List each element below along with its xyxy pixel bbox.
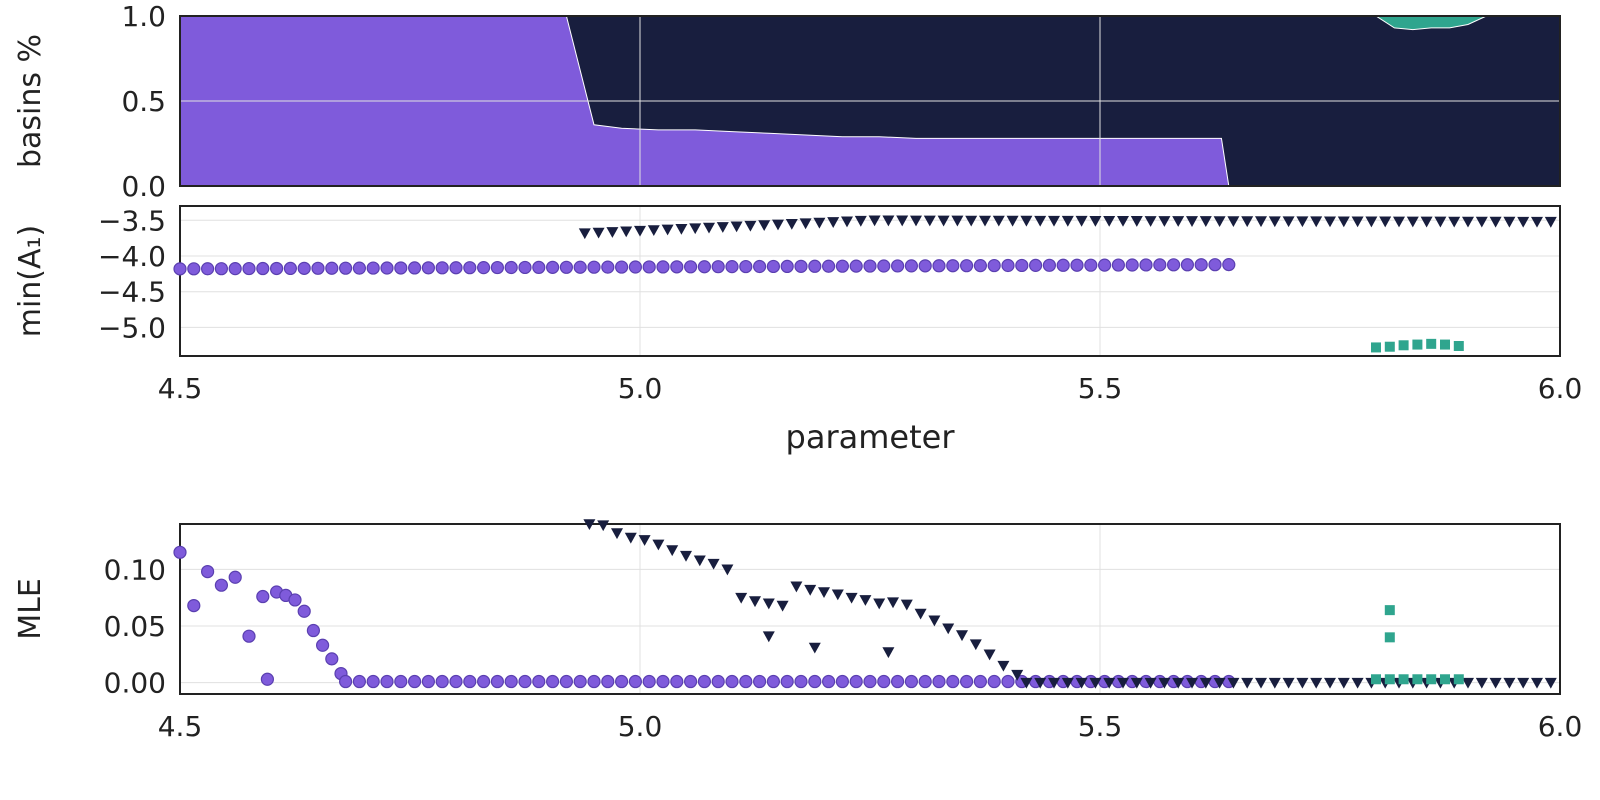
chart-svg: 0.0 0.5 1.0 basins % −5.0−4.5−4.0−3.5 min(A₁)… <box>0 0 1600 800</box>
svg-text:4.5: 4.5 <box>158 710 203 743</box>
svg-text:0.0: 0.0 <box>121 170 166 203</box>
svg-text:−3.5: −3.5 <box>98 204 166 237</box>
svg-text:0.10: 0.10 <box>104 553 166 586</box>
svg-text:−4.0: −4.0 <box>98 240 166 273</box>
figure: 0.0 0.5 1.0 basins % −5.0−4.5−4.0−3.5 min(A₁)… <box>0 0 1600 800</box>
svg-text:4.5: 4.5 <box>158 372 203 405</box>
svg-text:0.05: 0.05 <box>104 610 166 643</box>
svg-text:0.00: 0.00 <box>104 667 166 700</box>
svg-text:5.0: 5.0 <box>618 372 663 405</box>
svg-text:6.0: 6.0 <box>1538 710 1583 743</box>
svg-text:5.0: 5.0 <box>618 710 663 743</box>
svg-text:5.5: 5.5 <box>1078 710 1123 743</box>
svg-text:basins %: basins % <box>13 34 48 168</box>
svg-text:0.5: 0.5 <box>121 85 166 118</box>
svg-text:MLE: MLE <box>13 578 48 640</box>
svg-text:−5.0: −5.0 <box>98 311 166 344</box>
svg-text:1.0: 1.0 <box>121 0 166 33</box>
svg-text:5.5: 5.5 <box>1078 372 1123 405</box>
svg-text:parameter: parameter <box>786 418 956 456</box>
svg-text:min(A₁): min(A₁) <box>13 225 48 338</box>
svg-text:−4.5: −4.5 <box>98 276 166 309</box>
svg-text:6.0: 6.0 <box>1538 372 1583 405</box>
